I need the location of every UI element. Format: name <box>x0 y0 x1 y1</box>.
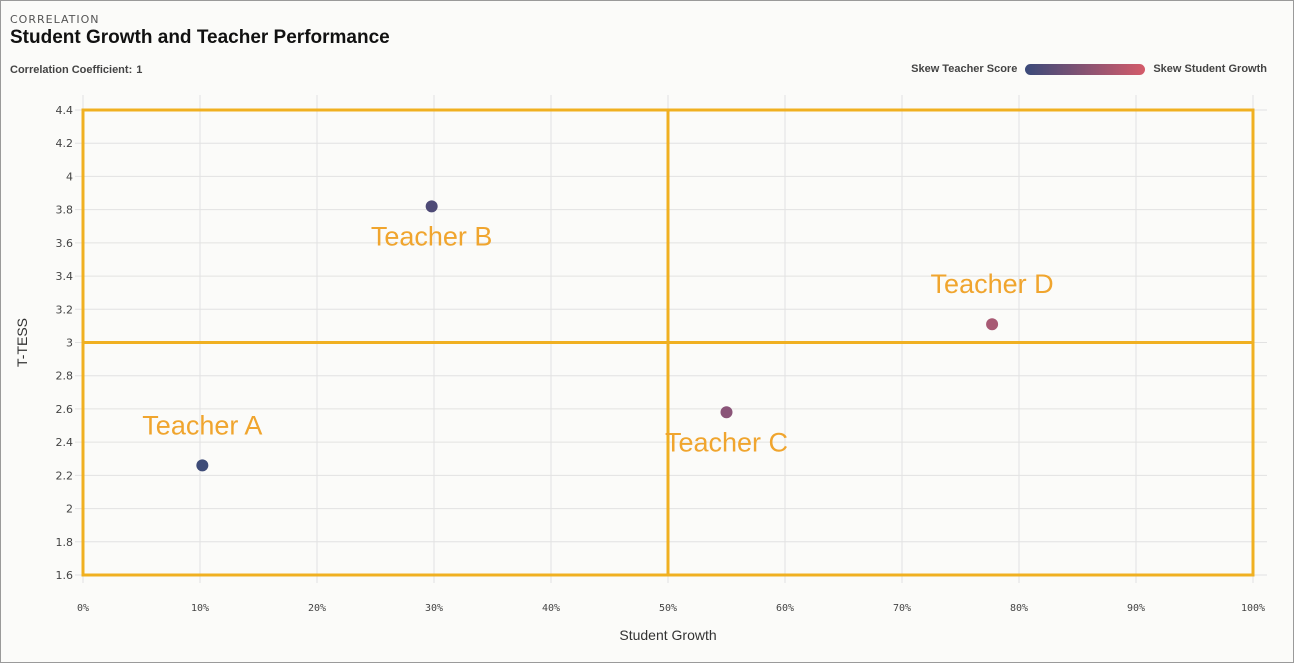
legend-gradient-bar <box>1025 63 1146 75</box>
y-tick-label: 1.8 <box>56 536 74 549</box>
x-axis-title: Student Growth <box>619 627 716 643</box>
y-tick-label: 3.2 <box>56 303 74 316</box>
chart-title: Student Growth and Teacher Performance <box>10 27 390 48</box>
point-label: Teacher B <box>371 221 493 251</box>
y-tick-label: 2.8 <box>56 370 74 383</box>
x-tick-label: 80% <box>1010 603 1028 614</box>
x-tick-label: 40% <box>542 603 560 614</box>
x-tick-label: 10% <box>191 603 209 614</box>
x-tick-label: 50% <box>659 603 677 614</box>
data-point <box>720 406 733 419</box>
y-axis-ticks: 1.6 1.8 2 2.2 2.4 2.6 2.8 3 3.2 3.4 3.6 3.8 4 4.2 4.4 <box>56 104 74 582</box>
x-tick-label: 20% <box>308 603 326 614</box>
coefficient-value: 1 <box>136 64 143 76</box>
x-tick-label: 0% <box>77 603 89 614</box>
y-tick-label: 3 <box>66 337 73 350</box>
y-tick-label: 2.4 <box>56 436 74 449</box>
x-axis-ticks: 0% 10% 20% 30% 40% 50% 60% 70% 80% 90% 100% <box>77 603 1265 614</box>
data-point <box>986 318 999 331</box>
x-tick-label: 90% <box>1127 603 1145 614</box>
y-tick-label: 4.4 <box>56 104 74 117</box>
data-point <box>196 459 209 472</box>
y-tick-label: 2.2 <box>56 469 74 482</box>
x-tick-label: 70% <box>893 603 911 614</box>
point-label: Teacher D <box>931 269 1054 299</box>
data-points <box>196 200 999 472</box>
chart-eyebrow: CORRELATION <box>10 13 100 26</box>
point-labels: Teacher A Teacher B Teacher C Teacher D <box>142 221 1053 457</box>
y-tick-label: 2.6 <box>56 403 74 416</box>
y-tick-label: 2 <box>66 503 73 516</box>
legend-left-label: Skew Teacher Score <box>911 63 1018 75</box>
coefficient-label: Correlation Coefficient: <box>10 64 133 76</box>
x-tick-label: 60% <box>776 603 794 614</box>
color-legend: Skew Teacher Score Skew Student Growth <box>911 63 1267 75</box>
y-tick-label: 3.6 <box>56 237 74 250</box>
y-tick-label: 4.2 <box>56 137 74 150</box>
y-tick-label: 3.8 <box>56 204 74 217</box>
x-tick-label: 30% <box>425 603 443 614</box>
y-axis-title: T-TESS <box>14 318 30 367</box>
point-label: Teacher A <box>142 410 262 440</box>
y-tick-label: 3.4 <box>56 270 74 283</box>
data-point <box>425 200 438 213</box>
point-label: Teacher C <box>665 427 788 457</box>
correlation-coefficient: Correlation Coefficient: 1 <box>10 64 142 76</box>
quadrant-lines <box>81 108 1255 577</box>
y-tick-label: 1.6 <box>56 569 74 582</box>
y-tick-label: 4 <box>66 170 73 183</box>
x-tick-label: 100% <box>1241 603 1265 614</box>
legend-right-label: Skew Student Growth <box>1153 63 1267 75</box>
gridlines <box>75 95 1267 583</box>
